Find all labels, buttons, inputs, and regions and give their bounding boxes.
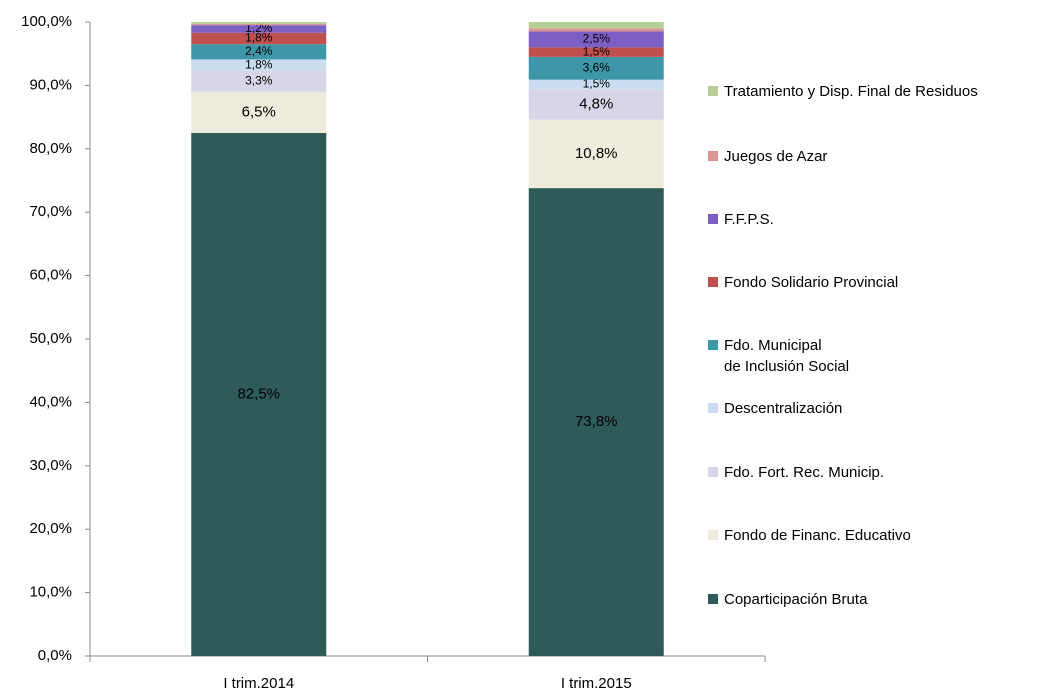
legend-swatch — [708, 277, 718, 287]
legend-label: Fondo Solidario Provincial — [724, 274, 899, 291]
legend-item: Fondo de Financ. Educativo — [708, 525, 911, 546]
legend-label: Fdo. Fort. Rec. Municip. — [724, 464, 885, 481]
data-label: 10,8% — [575, 145, 618, 162]
bar-segment — [191, 59, 327, 71]
legend-item: Fondo Solidario Provincial — [708, 272, 898, 293]
data-label: 1,5% — [583, 44, 611, 58]
data-label: 3,6% — [583, 60, 611, 74]
legend-item: F.F.P.S. — [708, 209, 774, 230]
legend-item: Juegos de Azar — [708, 146, 827, 167]
data-label: 2,5% — [583, 32, 611, 46]
y-tick-label: 30,0% — [29, 457, 72, 474]
bar-segment — [191, 70, 327, 92]
y-tick-label: 90,0% — [29, 76, 72, 93]
legend-item: Descentralización — [708, 398, 842, 419]
legend-swatch — [708, 86, 718, 96]
legend-label: F.F.P.S. — [724, 211, 774, 228]
legend-label: Coparticipación Bruta — [724, 591, 868, 608]
legend-swatch — [708, 214, 718, 224]
bar-segment — [528, 47, 664, 57]
data-label: 1,8% — [245, 31, 273, 45]
data-label: 6,5% — [242, 103, 276, 120]
data-label: 82,5% — [237, 385, 280, 402]
bar-segment — [191, 132, 327, 656]
legend-label: Fondo de Financ. Educativo — [724, 527, 911, 544]
bar-segment — [191, 32, 327, 45]
legend-item: Fdo. Fort. Rec. Municip. — [708, 462, 884, 483]
y-tick-label: 70,0% — [29, 203, 72, 220]
data-label: 2,4% — [245, 44, 273, 58]
bar-segment — [528, 28, 664, 32]
bar-segment — [528, 89, 664, 120]
y-tick-label: 20,0% — [29, 520, 72, 537]
data-label: 1,8% — [245, 57, 273, 71]
legend-swatch — [708, 403, 718, 413]
y-tick-label: 80,0% — [29, 140, 72, 157]
bar-segment — [528, 119, 664, 189]
legend-swatch — [708, 594, 718, 604]
x-tick-label: I trim.2014 — [223, 675, 294, 691]
data-label: 1,5% — [583, 77, 611, 91]
bar-segment — [528, 22, 664, 29]
data-label: 73,8% — [575, 413, 618, 430]
y-tick-label: 50,0% — [29, 330, 72, 347]
legend-item: Coparticipación Bruta — [708, 589, 867, 610]
bar-segment — [191, 22, 327, 24]
legend-label: Descentralización — [724, 400, 843, 417]
legend-label: Fdo. Municipal de Inclusión Social — [724, 337, 850, 375]
legend-swatch — [708, 340, 718, 350]
bar-segment — [528, 31, 664, 48]
bar-segment — [191, 91, 327, 133]
y-tick-label: 40,0% — [29, 393, 72, 410]
bar-segment — [528, 56, 664, 80]
legend-swatch — [708, 530, 718, 540]
y-tick-label: 0,0% — [38, 647, 72, 664]
y-tick-label: 60,0% — [29, 267, 72, 284]
bar-segment — [528, 79, 664, 90]
y-tick-label: 100,0% — [21, 13, 72, 30]
y-tick-label: 10,0% — [29, 584, 72, 601]
legend-swatch — [708, 151, 718, 161]
legend-item: Tratamiento y Disp. Final de Residuos — [708, 81, 978, 102]
bar-segment — [191, 23, 327, 26]
legend-item: Fdo. Municipal de Inclusión Social — [708, 335, 849, 377]
data-label: 4,8% — [579, 95, 613, 112]
legend-swatch — [708, 467, 718, 477]
legend-label: Juegos de Azar — [724, 148, 828, 165]
data-label: 3,3% — [245, 73, 273, 87]
bar-segment — [191, 44, 327, 60]
bar-segment — [191, 25, 327, 33]
legend-label: Tratamiento y Disp. Final de Residuos — [724, 83, 978, 100]
x-tick-label: I trim.2015 — [561, 675, 632, 691]
bar-segment — [528, 188, 664, 656]
